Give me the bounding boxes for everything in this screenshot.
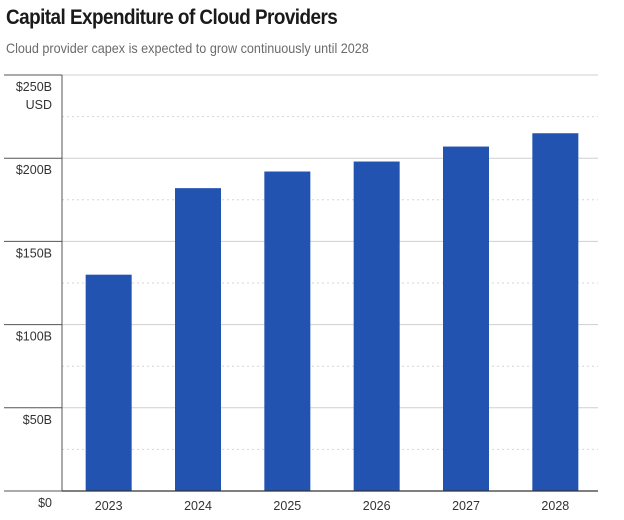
y-axis-tick-label: $150B <box>16 246 52 260</box>
x-axis-tick-label: 2024 <box>184 499 212 513</box>
y-axis-tick-label: $200B <box>16 163 52 177</box>
x-axis-tick-label: 2028 <box>541 499 569 513</box>
x-axis-tick-label: 2026 <box>363 499 391 513</box>
y-axis-tick-label: $50B <box>23 413 52 427</box>
bar-2027 <box>443 146 489 491</box>
y-axis-tick-label: $0 <box>38 496 52 510</box>
y-axis-unit-label: USD <box>25 98 52 112</box>
chart-title: Capital Expenditure of Cloud Providers <box>6 6 338 29</box>
y-axis-tick-label: $100B <box>16 330 52 344</box>
bar-2028 <box>532 133 579 492</box>
bar-2025 <box>264 171 311 491</box>
chart-subtitle: Cloud provider capex is expected to grow… <box>6 40 369 56</box>
bar-2024 <box>175 188 221 492</box>
bar-2026 <box>353 161 400 491</box>
x-axis-tick-label: 2023 <box>95 499 123 513</box>
x-axis-tick-label: 2025 <box>273 499 301 513</box>
y-axis-tick-label: $250B <box>16 80 52 94</box>
x-axis-tick-label: 2027 <box>452 499 480 513</box>
bar-2023 <box>85 274 132 491</box>
